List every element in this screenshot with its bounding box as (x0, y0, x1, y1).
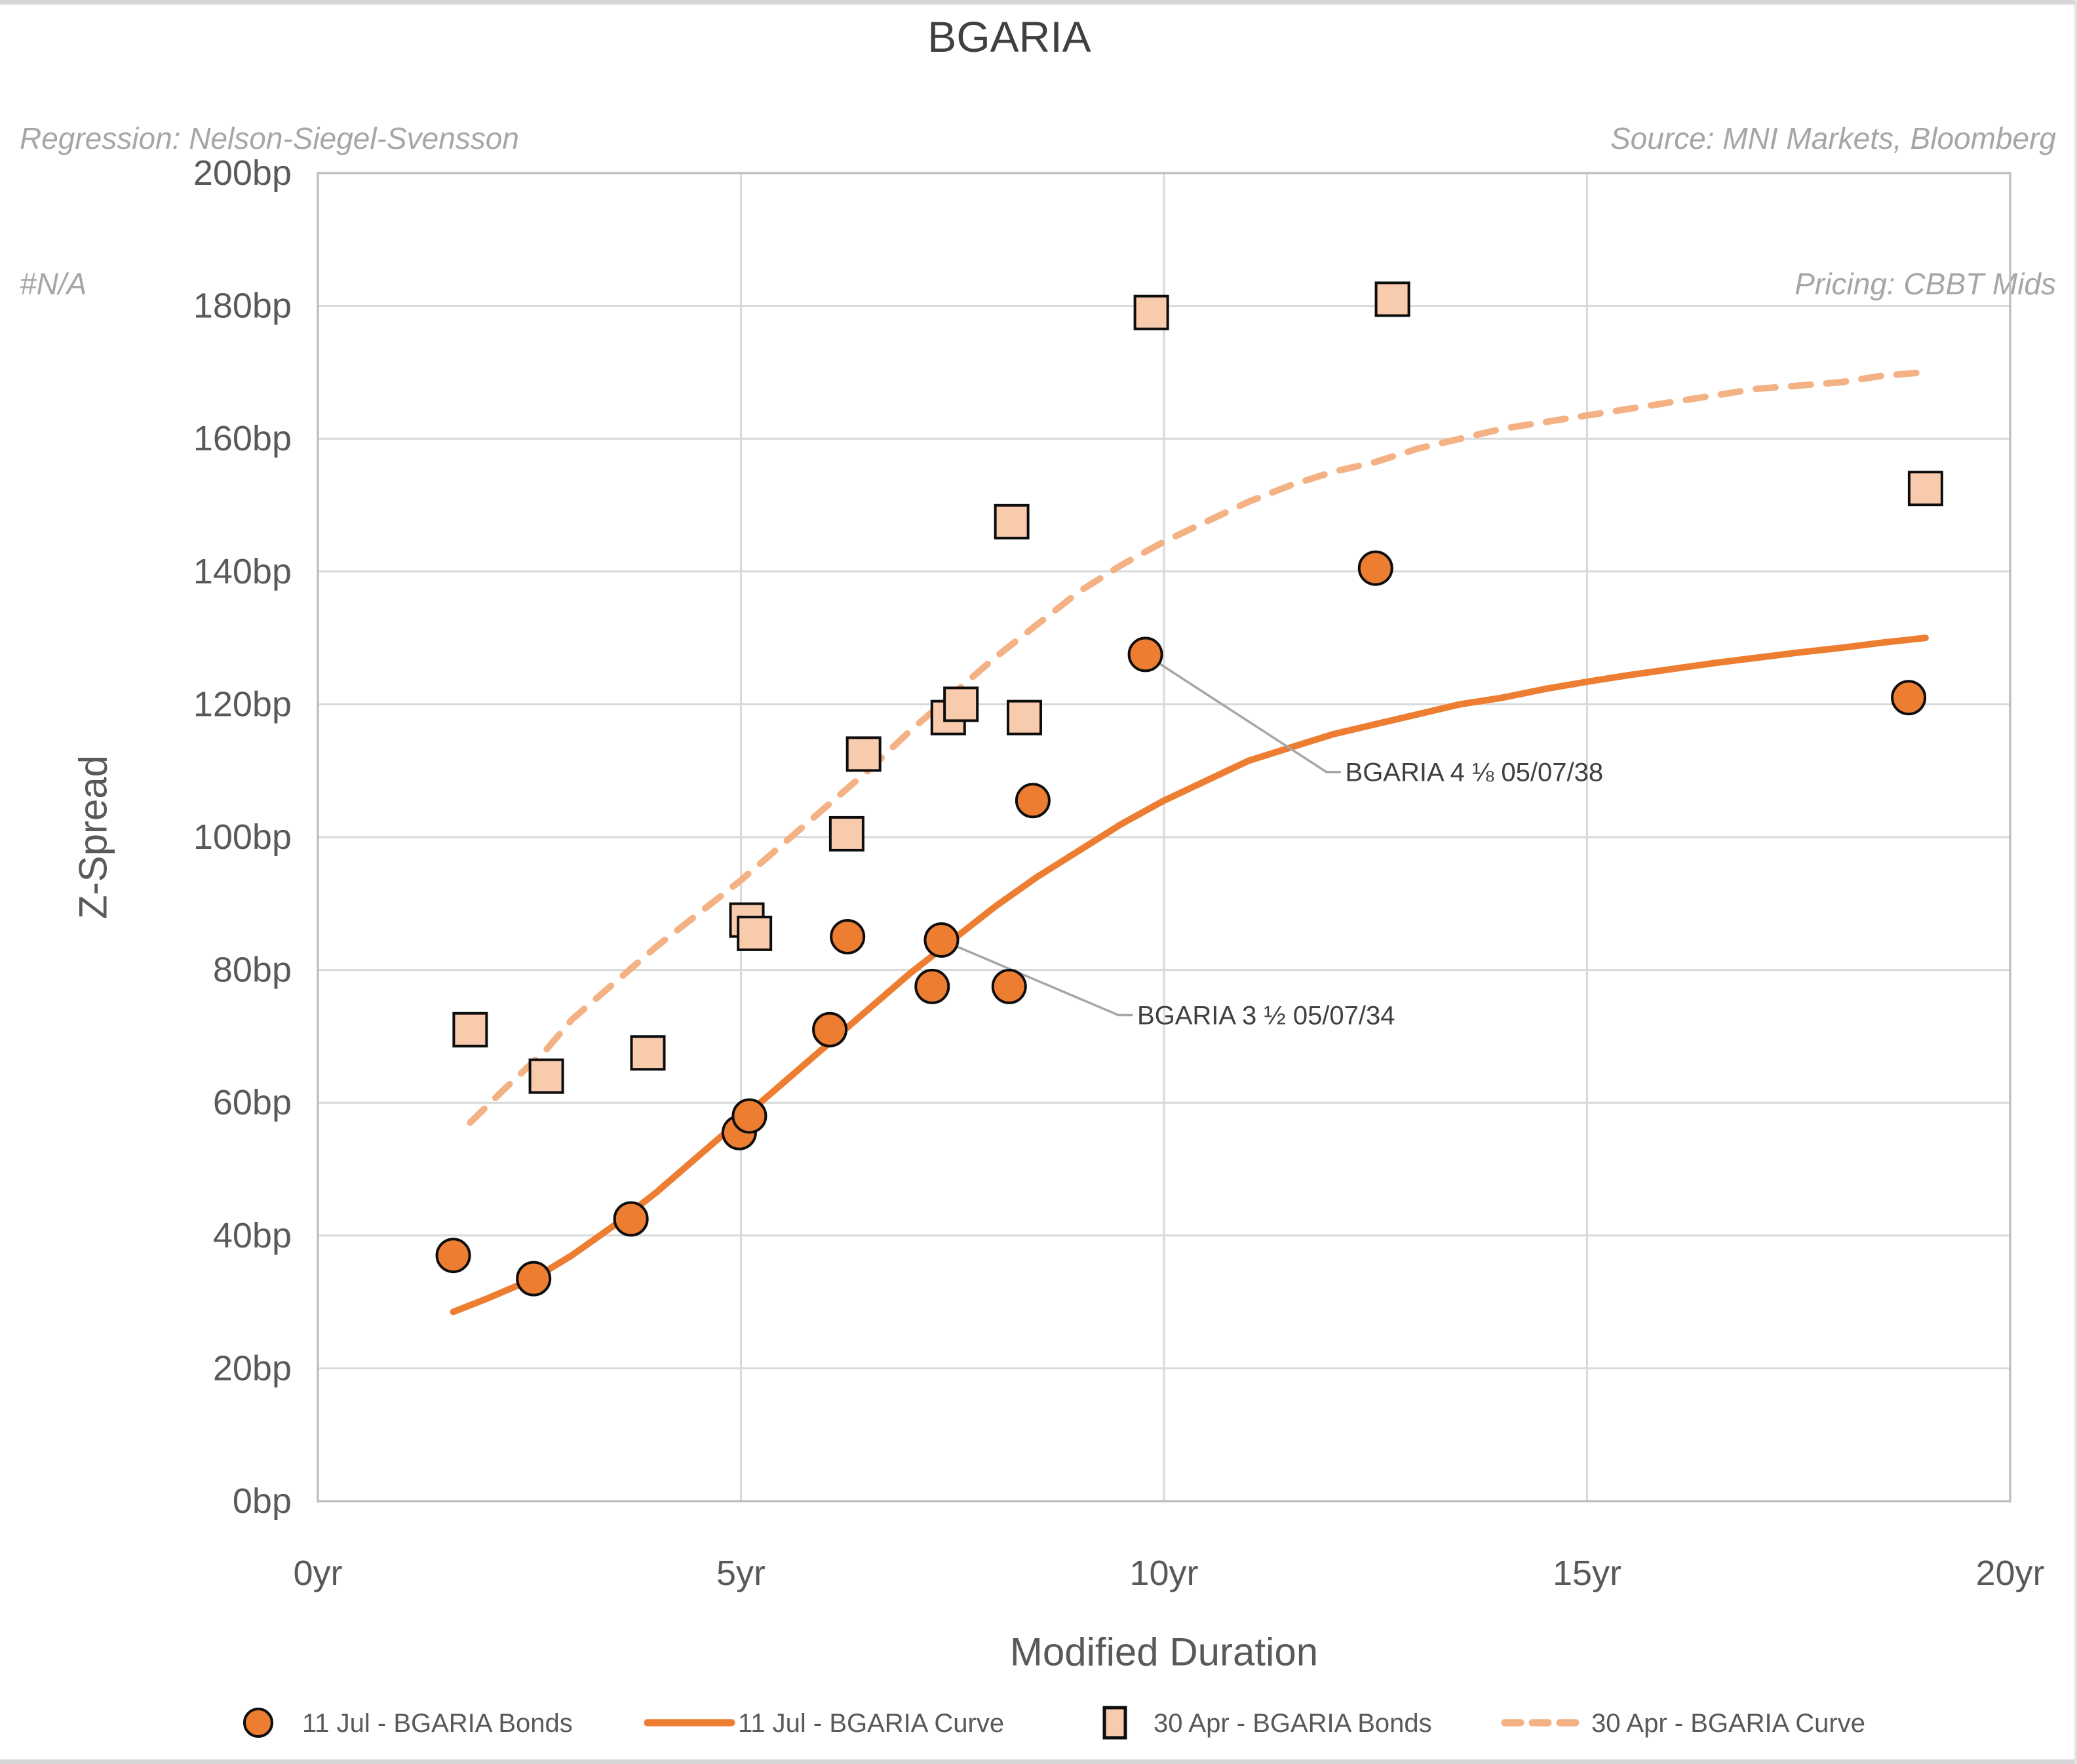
window-edge-bottom (0, 1759, 2077, 1764)
x-axis-title: Modified Duration (1009, 1630, 1319, 1674)
data-point-circle-11jul (1357, 550, 1393, 586)
bond-annotation-label: BGARIA 4 ⅛ 05/07/38 (1346, 758, 1604, 787)
data-point-circle-11jul (731, 1098, 767, 1134)
y-tick-label: 140bp (193, 552, 292, 591)
data-point-square-30apr (1133, 294, 1169, 330)
legend-item-label: 30 Apr - BGARIA Bonds (1154, 1709, 1432, 1738)
x-tick-label: 15yr (1553, 1554, 1621, 1593)
data-point-square-30apr (845, 736, 882, 772)
y-tick-label: 200bp (193, 153, 292, 193)
y-tick-label: 80bp (213, 951, 292, 990)
data-point-square-30apr (994, 503, 1030, 539)
plot-border (317, 172, 2011, 1502)
data-point-square-30apr (528, 1058, 564, 1094)
annotation-leader-line (941, 939, 1133, 1017)
y-tick-label: 120bp (193, 684, 292, 724)
data-point-circle-11jul (812, 1011, 848, 1048)
data-point-circle-11jul (914, 968, 950, 1004)
data-point-circle-11jul (613, 1201, 649, 1237)
data-point-circle-11jul (1891, 680, 1927, 716)
y-tick-label: 180bp (193, 286, 292, 326)
regression-note: Regression: Nelson-Siegel-Svensson #N/A (20, 17, 519, 405)
y-tick-label: 0bp (233, 1481, 292, 1521)
data-point-square-30apr (452, 1011, 488, 1048)
x-tick-label: 5yr (716, 1554, 766, 1593)
data-point-square-30apr (630, 1035, 666, 1071)
data-point-circle-11jul (435, 1238, 471, 1274)
curve-30apr-dashed (467, 368, 1929, 1126)
data-point-circle-11jul (923, 922, 960, 958)
pricing-line-text: Pricing: CBBT Mids (1795, 267, 2056, 301)
y-tick-label: 20bp (213, 1348, 292, 1388)
regression-na-text: #N/A (20, 267, 87, 301)
legend-marker-square (1102, 1706, 1127, 1740)
y-tick-label: 160bp (193, 419, 292, 458)
data-point-circle-11jul (516, 1261, 552, 1297)
data-point-square-30apr (828, 815, 864, 852)
legend-marker-circle (243, 1708, 273, 1738)
data-point-circle-11jul (830, 918, 866, 954)
chart-title: BGARIA (927, 12, 1091, 61)
source-line-text: Source: MNI Markets, Bloomberg (1610, 121, 2056, 155)
data-point-circle-11jul (991, 968, 1027, 1004)
data-point-square-30apr (737, 915, 773, 951)
bond-annotation-label: BGARIA 3 ½ 05/07/34 (1137, 1001, 1395, 1030)
source-note: Source: MNI Markets, Bloomberg Pricing: … (1610, 17, 2056, 405)
legend-item-label: 11 Jul - BGARIA Bonds (302, 1709, 573, 1738)
curve-11jul-solid (450, 635, 1929, 1316)
annotation-leader-line (1144, 653, 1341, 774)
y-tick-label: 40bp (213, 1216, 292, 1255)
window-edge-top (0, 0, 2077, 5)
data-point-square-30apr (1006, 699, 1042, 735)
data-point-square-30apr (1374, 281, 1410, 317)
data-point-circle-11jul (1015, 783, 1051, 819)
data-point-square-30apr (943, 686, 979, 722)
data-point-circle-11jul (1127, 637, 1163, 673)
y-tick-label: 100bp (193, 817, 292, 857)
x-tick-label: 0yr (293, 1554, 342, 1593)
window-edge-right (2074, 0, 2077, 1764)
legend-item-label: 11 Jul - BGARIA Curve (738, 1709, 1004, 1738)
data-point-square-30apr (1907, 471, 1943, 507)
x-tick-label: 10yr (1129, 1554, 1198, 1593)
y-tick-label: 60bp (213, 1083, 292, 1122)
regression-method-text: Regression: Nelson-Siegel-Svensson (20, 121, 519, 155)
legend-item-label: 30 Apr - BGARIA Curve (1591, 1709, 1865, 1738)
x-tick-label: 20yr (1975, 1554, 2044, 1593)
